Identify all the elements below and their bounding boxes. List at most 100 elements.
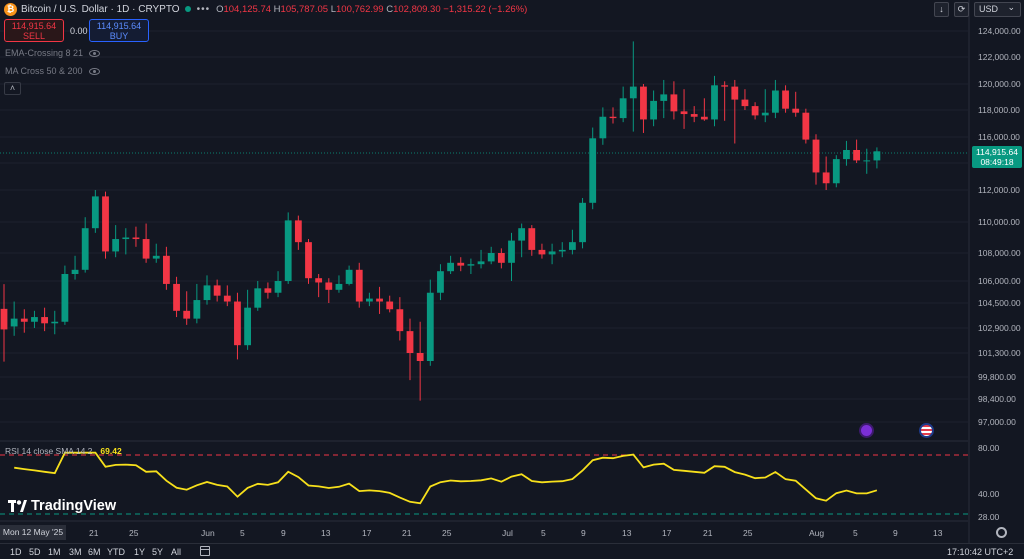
candle <box>386 295 394 313</box>
range-button-ytd[interactable]: YTD <box>107 547 125 557</box>
refresh-icon[interactable]: ⟳ <box>954 2 969 17</box>
download-icon[interactable]: ↓ <box>934 2 949 17</box>
candle-body <box>305 242 312 279</box>
candle-body <box>761 112 769 116</box>
range-button-1d[interactable]: 1D <box>10 547 22 557</box>
time-axis-label: Aug <box>809 528 825 538</box>
candle <box>558 242 566 258</box>
lightning-icon[interactable] <box>859 423 874 438</box>
candle <box>416 321 424 401</box>
logo-text: TradingView <box>31 498 117 514</box>
candle-body <box>680 111 688 115</box>
range-button-5y[interactable]: 5Y <box>152 547 164 557</box>
candle <box>234 292 241 360</box>
gear-icon[interactable] <box>996 527 1007 538</box>
candle <box>721 81 729 121</box>
currency-select[interactable]: USD ⌄ <box>974 2 1021 17</box>
candle <box>71 255 79 280</box>
candle-body <box>700 116 708 120</box>
candle <box>508 232 515 281</box>
range-button-1y[interactable]: 1Y <box>134 547 146 557</box>
range-button-3m[interactable]: 3M <box>69 547 82 557</box>
candle <box>457 257 465 272</box>
time-axis-label: 25 <box>442 528 452 538</box>
candle-body <box>71 269 79 274</box>
candle-body <box>670 94 678 112</box>
candle-body <box>51 321 59 324</box>
currency-value: USD <box>979 4 999 14</box>
eye-icon[interactable] <box>88 67 100 75</box>
candle <box>437 264 444 301</box>
candle <box>619 86 627 123</box>
us-flag-icon[interactable] <box>919 423 934 438</box>
range-button-5d[interactable]: 5D <box>29 547 41 557</box>
calendar-icon[interactable] <box>200 546 210 556</box>
candle <box>640 84 647 133</box>
sell-button[interactable]: 114,915.64 SELL <box>4 19 64 42</box>
candle-body <box>10 318 18 327</box>
candle <box>376 286 383 314</box>
candle-body <box>406 331 414 353</box>
time-axis-label: 5 <box>541 528 546 538</box>
candle <box>10 301 18 336</box>
time-axis-label: 5 <box>853 528 858 538</box>
candle <box>822 156 830 190</box>
sell-label: SELL <box>22 31 46 41</box>
time-axis-label: 5 <box>240 528 245 538</box>
candle <box>31 310 38 328</box>
candle-body <box>711 85 718 120</box>
candle-body <box>518 228 526 241</box>
candle <box>294 215 302 250</box>
candle-body <box>569 242 576 250</box>
candle-body <box>81 228 89 270</box>
candle-body <box>812 139 820 173</box>
candle <box>782 85 789 113</box>
candle-body <box>599 116 607 139</box>
buy-label: BUY <box>109 31 129 41</box>
candle-body <box>142 239 150 259</box>
time-axis-label: 21 <box>89 528 99 538</box>
range-button-all[interactable]: All <box>171 547 182 557</box>
candle <box>660 79 668 119</box>
symbol-title[interactable]: Bitcoin / U.S. Dollar · 1D · CRYPTO <box>21 3 180 15</box>
clock[interactable]: 17:10:42 UTC+2 <box>947 547 1014 557</box>
more-options-button[interactable]: ••• <box>196 3 211 15</box>
rsi-legend[interactable]: RSI 14 close SMA 14 2 69.42 <box>5 446 122 456</box>
candle-body <box>832 159 840 184</box>
indicator-ma-cross[interactable]: MA Cross 50 & 200 <box>5 66 100 76</box>
indicator-ema-crossing[interactable]: EMA-Crossing 8 21 <box>5 48 101 58</box>
candle <box>173 276 180 318</box>
candle <box>843 140 850 166</box>
candle-body <box>345 269 353 284</box>
range-button-6m[interactable]: 6M <box>88 547 101 557</box>
candle <box>731 79 739 144</box>
candle <box>315 274 323 298</box>
candle <box>61 265 69 325</box>
candle-body <box>112 239 120 252</box>
candle-body <box>355 269 363 302</box>
candle-body <box>772 90 779 113</box>
eye-icon[interactable] <box>89 49 101 57</box>
candle <box>406 318 414 381</box>
candle <box>183 291 191 325</box>
candle <box>264 282 272 299</box>
candle <box>548 243 556 265</box>
buy-price: 114,915.64 <box>96 21 142 31</box>
candle-body <box>629 86 637 99</box>
price-axis-label: 112,000.00 <box>978 185 1020 195</box>
rsi-axis-label: 80.00 <box>978 443 1000 453</box>
tradingview-logo[interactable]: TradingView <box>8 498 116 514</box>
candle <box>751 102 759 120</box>
candle-body <box>396 309 404 332</box>
range-button-1m[interactable]: 1M <box>48 547 61 557</box>
candle <box>832 155 840 188</box>
candle-body <box>234 301 241 346</box>
buy-button[interactable]: 114,915.64 BUY <box>89 19 149 42</box>
price-axis-label: 97,000.00 <box>978 417 1016 427</box>
collapse-icon[interactable]: ˄ <box>4 82 21 95</box>
candle <box>345 265 353 286</box>
symbol-legend: ₿ Bitcoin / U.S. Dollar · 1D · CRYPTO ••… <box>0 0 527 18</box>
candle-body <box>843 150 850 160</box>
candle-body <box>548 251 556 255</box>
